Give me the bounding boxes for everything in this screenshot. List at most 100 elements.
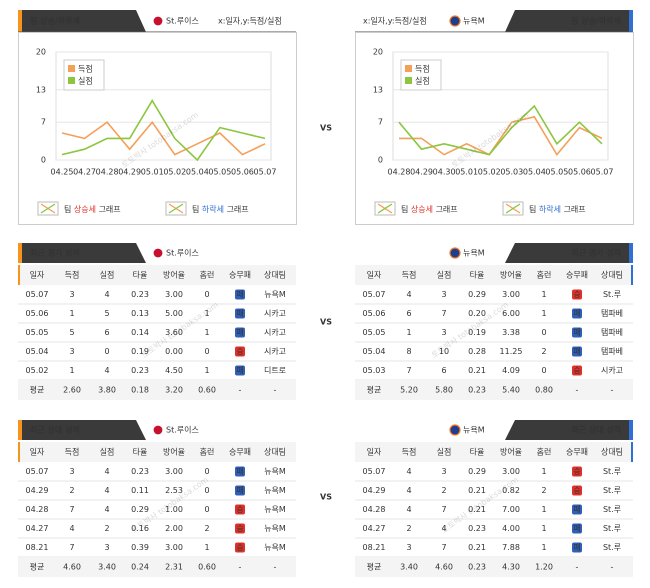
cell: 3.00 xyxy=(502,290,520,299)
cell: 4 xyxy=(104,366,109,375)
team-name: St.루이스 xyxy=(166,425,199,435)
cell: 0.39 xyxy=(131,543,149,552)
result-icon xyxy=(572,523,582,534)
cell: 3 xyxy=(69,347,74,356)
vs-label: VS xyxy=(320,493,332,502)
column-header: 홈런 xyxy=(200,447,215,457)
footer-prefix: 팀 xyxy=(401,204,408,214)
header-stripe xyxy=(18,420,22,440)
header-stripe xyxy=(18,243,22,263)
x-tick-label: 05.04 xyxy=(186,168,209,177)
average-bg xyxy=(355,557,633,577)
x-tick-label: 05.05 xyxy=(545,168,568,177)
cell: 5.00 xyxy=(165,309,183,318)
cell: 2.53 xyxy=(165,486,183,495)
x-tick-label: 05.02 xyxy=(478,168,501,177)
legend-label: 득점 xyxy=(415,64,430,74)
footer-prefix: 팀 xyxy=(64,204,71,214)
result-label: 승 xyxy=(236,543,243,552)
cell: 3.00 xyxy=(165,290,183,299)
average-cell: 평균 xyxy=(367,385,382,395)
average-cell: - xyxy=(239,386,242,395)
result-label: 승 xyxy=(573,467,580,476)
cell: 1 xyxy=(204,543,209,552)
cell: St.루 xyxy=(603,290,621,299)
column-header: 타율 xyxy=(470,271,485,280)
cell: 3.00 xyxy=(502,467,520,476)
cell: 3.00 xyxy=(165,467,183,476)
average-cell: 0.60 xyxy=(198,563,216,572)
footer-suffix: 그래프 xyxy=(436,205,458,214)
cell: 1 xyxy=(541,543,546,552)
cell: 04.28 xyxy=(26,505,49,514)
result-label: 패 xyxy=(573,523,580,533)
cell: St.루 xyxy=(603,543,621,552)
average-cell: 2.60 xyxy=(63,386,81,395)
average-bg xyxy=(18,380,296,400)
result-icon xyxy=(235,504,245,515)
cell: 05.07 xyxy=(363,290,386,299)
result-label: 승 xyxy=(573,366,580,375)
cell: 1 xyxy=(69,309,74,318)
header-tab xyxy=(18,243,146,263)
footer-icon-line xyxy=(505,203,521,214)
column-header-stripe xyxy=(18,442,20,462)
chart-frame xyxy=(18,32,297,225)
column-header: 상대팀 xyxy=(264,447,286,457)
cell: 6 xyxy=(104,328,109,337)
vs-label: VS xyxy=(320,318,332,327)
data-line xyxy=(61,99,266,162)
column-header: 득점 xyxy=(65,447,80,457)
cell: 4 xyxy=(406,505,411,514)
result-icon xyxy=(235,346,245,357)
footer-icon-line xyxy=(168,203,184,214)
footer-icon-line xyxy=(377,203,393,214)
result-label: 패 xyxy=(573,504,580,514)
team-logo xyxy=(152,15,164,27)
team-logo xyxy=(449,247,461,259)
average-bg xyxy=(18,557,296,577)
cell: 04.27 xyxy=(26,524,49,533)
cell: 3 xyxy=(69,467,74,476)
column-header: 일자 xyxy=(30,448,45,457)
y-tick-label: 20 xyxy=(36,48,46,57)
average-cell: - xyxy=(274,563,277,572)
average-cell: 3.20 xyxy=(165,386,183,395)
cell: 뉴욕M xyxy=(264,467,286,476)
column-header: 방어율 xyxy=(500,447,522,457)
cell: 0 xyxy=(204,486,209,495)
footer-prefix: 팀 xyxy=(192,204,199,214)
header-stripe xyxy=(629,243,633,263)
data-line xyxy=(61,120,266,156)
column-header: 승무패 xyxy=(229,447,251,457)
cell: 3 xyxy=(104,543,109,552)
cell: 0 xyxy=(204,505,209,514)
result-label: 승 xyxy=(236,347,243,356)
result-label: 승 xyxy=(236,524,243,533)
footer-suffix: 그래프 xyxy=(227,205,249,214)
result-label: 패 xyxy=(236,485,243,495)
cell: 3 xyxy=(441,328,446,337)
cell: 시카고 xyxy=(264,328,286,337)
cell: 05.02 xyxy=(26,366,49,375)
header-stripe xyxy=(629,10,633,32)
cell: 뉴욕M xyxy=(264,290,286,299)
cell: 3 xyxy=(441,290,446,299)
result-label: 승 xyxy=(573,486,580,495)
average-cell: - xyxy=(576,386,579,395)
result-icon xyxy=(572,327,582,338)
x-tick-label: 04.28 xyxy=(388,168,411,177)
header-title: 팀 상승/하락세 xyxy=(30,16,80,26)
cell: 05.06 xyxy=(363,309,386,318)
result-icon xyxy=(235,466,245,477)
average-cell: 5.40 xyxy=(502,386,520,395)
cell: 7 xyxy=(441,309,446,318)
column-header-stripe xyxy=(631,265,633,285)
footer-highlight: 상승세 xyxy=(74,204,96,214)
axis-note: x:일자,y:득점/실점 xyxy=(218,16,282,26)
x-tick-label: 05.02 xyxy=(163,168,186,177)
result-icon xyxy=(572,346,582,357)
cell: 04.29 xyxy=(363,486,386,495)
result-icon xyxy=(235,485,245,496)
cell: 4 xyxy=(104,486,109,495)
